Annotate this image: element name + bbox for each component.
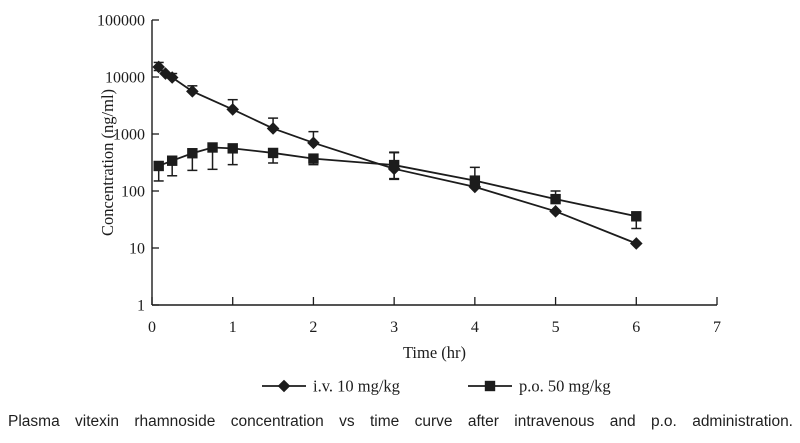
x-axis-ticks: 0 1 2 3 4 5 6 7 bbox=[148, 297, 721, 336]
marker-square bbox=[469, 175, 481, 186]
marker-diamond bbox=[277, 379, 291, 393]
marker-square bbox=[187, 148, 198, 159]
marker-diamond bbox=[152, 60, 165, 74]
legend-label: p.o. 50 mg/kg bbox=[519, 377, 611, 396]
y-tick-label: 1000 bbox=[113, 127, 145, 144]
marker-square bbox=[388, 159, 400, 171]
figure-caption: Plasma vitexin rhamnoside concentration … bbox=[8, 413, 793, 430]
axes bbox=[151, 20, 717, 306]
series-line bbox=[158, 146, 637, 218]
y-axis-ticks: 1 10 100 1000 10000 100000 bbox=[97, 13, 159, 315]
y-tick-label: 10 bbox=[129, 241, 145, 258]
marker-square bbox=[550, 193, 561, 205]
x-axis-title: Time (hr) bbox=[403, 343, 466, 362]
marker-diamond bbox=[307, 136, 320, 150]
marker-diamond bbox=[226, 103, 240, 116]
marker-square bbox=[267, 147, 279, 159]
marker-diamond bbox=[159, 67, 172, 80]
x-tick-label: 3 bbox=[390, 319, 398, 336]
marker-diamond bbox=[165, 71, 179, 84]
marker-diamond bbox=[266, 122, 280, 135]
y-tick-label: 100000 bbox=[97, 13, 145, 30]
series-po bbox=[153, 142, 642, 230]
marker-square bbox=[207, 142, 218, 153]
x-tick-label: 6 bbox=[632, 319, 640, 336]
marker-square bbox=[484, 380, 496, 392]
x-tick-label: 0 bbox=[148, 319, 156, 336]
y-tick-label: 100 bbox=[121, 184, 145, 201]
x-tick-label: 4 bbox=[471, 319, 479, 336]
y-tick-label: 1 bbox=[137, 298, 145, 315]
marker-diamond bbox=[549, 205, 562, 218]
marker-square bbox=[631, 211, 642, 222]
x-tick-label: 7 bbox=[713, 319, 721, 336]
marker-square bbox=[166, 155, 178, 166]
x-tick-label: 2 bbox=[309, 319, 317, 336]
y-axis-title: Concentration (ng/ml) bbox=[98, 89, 117, 236]
x-tick-label: 5 bbox=[552, 319, 560, 336]
x-tick-label: 1 bbox=[229, 319, 237, 336]
marker-square bbox=[153, 160, 164, 172]
y-tick-label: 10000 bbox=[105, 70, 145, 87]
marker-square bbox=[227, 143, 238, 154]
legend-item-iv: i.v. 10 mg/kg bbox=[262, 377, 400, 396]
legend: i.v. 10 mg/kg p.o. 50 mg/kg bbox=[262, 377, 611, 396]
marker-diamond bbox=[629, 237, 643, 250]
marker-diamond bbox=[186, 85, 199, 98]
marker-square bbox=[308, 153, 319, 164]
legend-item-po: p.o. 50 mg/kg bbox=[468, 377, 611, 396]
marker-diamond bbox=[468, 180, 482, 194]
series-iv bbox=[152, 60, 643, 250]
legend-label: i.v. 10 mg/kg bbox=[313, 377, 400, 396]
series-line bbox=[158, 66, 637, 245]
